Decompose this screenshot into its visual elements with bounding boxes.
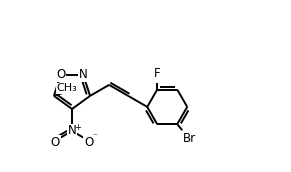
Text: CH₃: CH₃	[56, 83, 77, 93]
Text: O: O	[51, 136, 60, 148]
Text: N: N	[79, 68, 88, 81]
Text: ⁻: ⁻	[92, 132, 97, 142]
Text: O: O	[84, 136, 93, 148]
Text: F: F	[154, 67, 161, 80]
Text: O: O	[56, 68, 65, 81]
Text: +: +	[74, 122, 81, 132]
Text: Br: Br	[183, 132, 196, 145]
Text: N: N	[68, 125, 76, 137]
